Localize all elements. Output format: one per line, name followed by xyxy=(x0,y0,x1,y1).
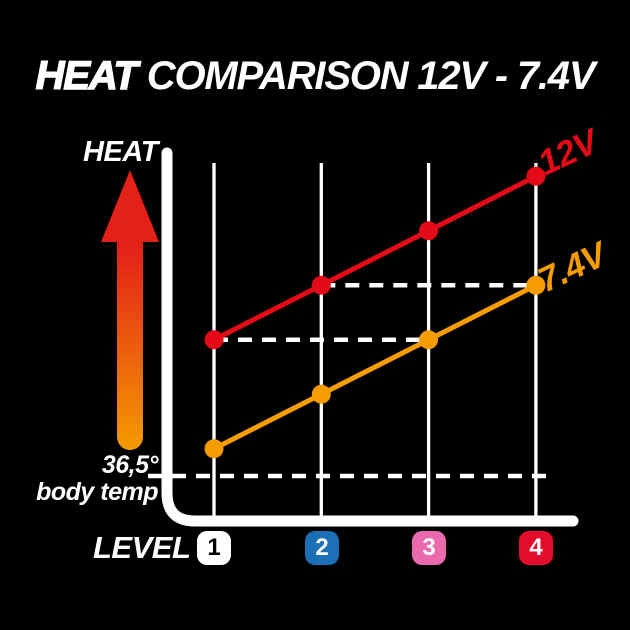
level-badge-4: 4 xyxy=(519,531,553,565)
data-point-12V-level-3 xyxy=(419,221,439,241)
data-point-7.4V-level-2 xyxy=(311,384,331,404)
body-temp-value: 36,5° xyxy=(101,451,159,479)
page-title: HEAT COMPARISON 12V - 7.4V xyxy=(0,53,630,99)
level-badge-2: 2 xyxy=(305,531,339,565)
data-point-7.4V-level-3 xyxy=(419,330,439,350)
axes xyxy=(161,147,579,527)
data-point-7.4V-level-1 xyxy=(204,439,224,459)
data-point-7.4V-level-4 xyxy=(526,275,546,295)
data-point-12V-level-4 xyxy=(526,166,546,186)
data-point-12V-level-2 xyxy=(311,275,331,295)
title-rest: COMPARISON 12V - 7.4V xyxy=(146,54,596,98)
level-badge-3: 3 xyxy=(412,531,446,565)
series-line-7.4V xyxy=(212,283,538,451)
y-axis-label: HEAT xyxy=(83,136,158,168)
title-emphasis-word: HEAT xyxy=(35,53,139,98)
body-temp-caption: body temp xyxy=(36,478,158,506)
level-badge-1: 1 xyxy=(197,531,231,565)
heat-arrow-head xyxy=(101,170,159,242)
x-axis-label: LEVEL xyxy=(93,530,191,565)
data-point-12V-level-1 xyxy=(204,330,224,350)
heat-gradient-arrow xyxy=(101,170,159,450)
body-temp-label: 36,5° body temp xyxy=(14,452,158,506)
heat-arrow-shaft xyxy=(117,240,143,450)
series-line-12V xyxy=(212,174,538,342)
